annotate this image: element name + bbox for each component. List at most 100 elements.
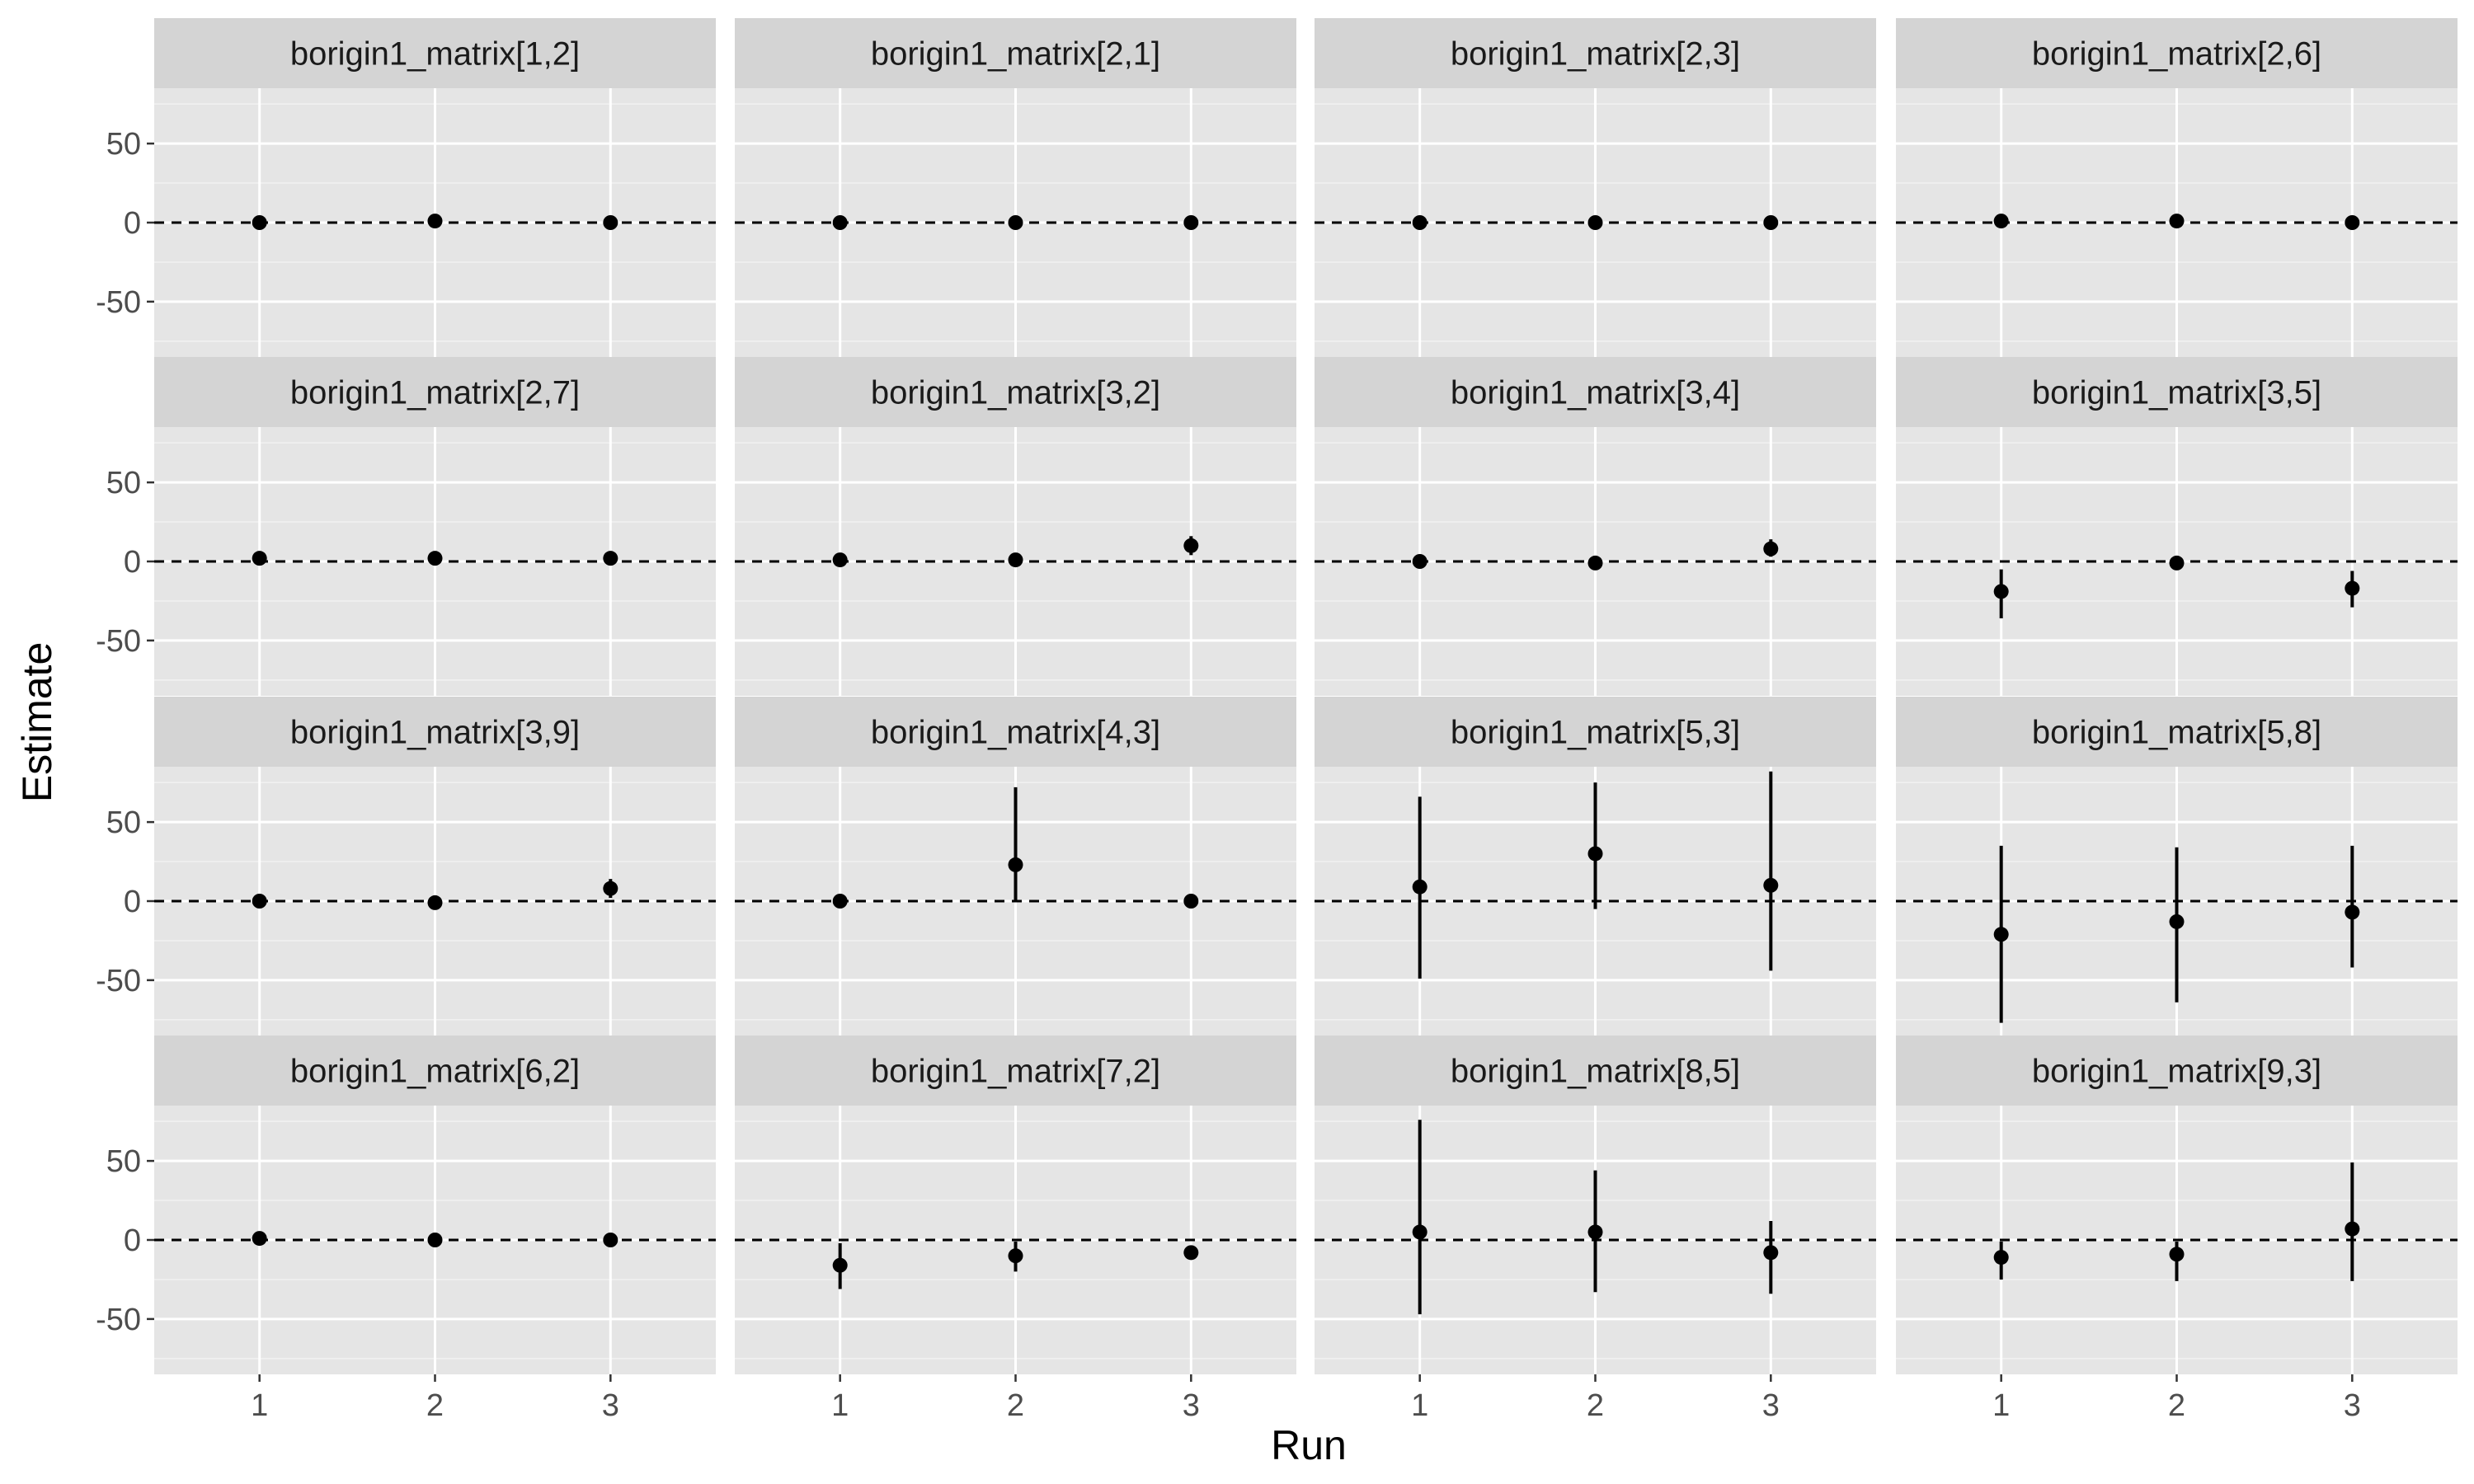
estimate-point bbox=[1993, 584, 2009, 599]
estimate-point bbox=[1183, 215, 1199, 230]
facet-strip-label: borigin1_matrix[2,1] bbox=[871, 36, 1160, 73]
estimate-point bbox=[603, 551, 618, 566]
facet-strip bbox=[1315, 357, 1876, 427]
estimate-point bbox=[2345, 904, 2360, 920]
estimate-point bbox=[832, 215, 848, 230]
facet-panel: borigin1_matrix[3,4] bbox=[1315, 357, 1876, 696]
y-tick-label: -50 bbox=[96, 624, 141, 659]
facet-strip bbox=[154, 1036, 716, 1106]
estimate-point bbox=[427, 895, 443, 910]
estimate-point bbox=[1008, 1248, 1023, 1264]
estimate-point bbox=[1763, 1245, 1779, 1261]
estimate-point bbox=[1412, 215, 1427, 230]
x-tick-label: 1 bbox=[831, 1388, 849, 1423]
y-tick-label: 0 bbox=[124, 206, 141, 241]
estimate-point bbox=[1183, 538, 1199, 553]
estimate-point bbox=[1763, 215, 1779, 230]
facet-panel: borigin1_matrix[8,5] 1 2 3 bbox=[1315, 1036, 1876, 1423]
estimate-point bbox=[2345, 580, 2360, 596]
facet-strip bbox=[154, 18, 716, 88]
estimate-point bbox=[1993, 927, 2009, 942]
y-tick-label: 50 bbox=[106, 805, 141, 840]
y-tick-label: -50 bbox=[96, 285, 141, 320]
facet-strip-label: borigin1_matrix[8,5] bbox=[1451, 1054, 1740, 1090]
x-tick-label: 3 bbox=[1762, 1388, 1780, 1423]
estimate-point bbox=[1412, 1224, 1427, 1240]
facet-strip bbox=[735, 18, 1296, 88]
facet-strip-label: borigin1_matrix[5,3] bbox=[1451, 715, 1740, 751]
x-tick-label: 2 bbox=[1007, 1388, 1024, 1423]
x-tick-label: 3 bbox=[1183, 1388, 1200, 1423]
estimate-point bbox=[1008, 552, 1023, 568]
estimate-point bbox=[1763, 541, 1779, 556]
facet-strip bbox=[1896, 1036, 2458, 1106]
y-tick-label: -50 bbox=[96, 1303, 141, 1337]
facet-panel: borigin1_matrix[9,3] 1 2 3 bbox=[1896, 1036, 2458, 1423]
estimate-point bbox=[2345, 1221, 2360, 1237]
estimate-point bbox=[1587, 215, 1603, 230]
estimate-point bbox=[252, 894, 267, 909]
facet-panel: borigin1_matrix[2,7] -50 0 50 bbox=[96, 357, 716, 696]
y-tick-label: 50 bbox=[106, 127, 141, 162]
facet-panel: borigin1_matrix[3,9] -50 0 50 bbox=[96, 697, 716, 1036]
facet-strip-label: borigin1_matrix[3,4] bbox=[1451, 375, 1740, 411]
estimate-point bbox=[427, 214, 443, 229]
facet-panel: borigin1_matrix[5,8] bbox=[1896, 697, 2458, 1036]
facet-strip bbox=[735, 697, 1296, 767]
facet-strip bbox=[154, 357, 716, 427]
x-tick-label: 3 bbox=[602, 1388, 619, 1423]
estimate-point bbox=[832, 894, 848, 909]
x-tick-label: 2 bbox=[2168, 1388, 2185, 1423]
facet-strip-label: borigin1_matrix[2,3] bbox=[1451, 36, 1740, 73]
x-tick-label: 2 bbox=[426, 1388, 444, 1423]
facet-panel: borigin1_matrix[6,2] -50 0 50 1 2 3 bbox=[96, 1036, 716, 1423]
y-tick-label: 0 bbox=[124, 545, 141, 580]
y-tick-label: 0 bbox=[124, 885, 141, 919]
estimate-point bbox=[832, 1257, 848, 1273]
facet-strip-label: borigin1_matrix[3,9] bbox=[290, 715, 580, 751]
estimate-point bbox=[603, 1233, 618, 1247]
facet-strip-label: borigin1_matrix[5,8] bbox=[2032, 715, 2321, 751]
estimate-point bbox=[1763, 877, 1779, 893]
facet-strip-label: borigin1_matrix[7,2] bbox=[871, 1054, 1160, 1090]
y-tick-label: 50 bbox=[106, 466, 141, 500]
facet-panel: borigin1_matrix[2,1] bbox=[735, 18, 1296, 357]
estimate-point bbox=[603, 881, 618, 896]
y-tick-label: -50 bbox=[96, 964, 141, 998]
estimate-point bbox=[1587, 846, 1603, 862]
facet-strip-label: borigin1_matrix[2,7] bbox=[290, 375, 580, 411]
facet-panel: borigin1_matrix[1,2] -50 0 50 bbox=[96, 18, 716, 357]
estimate-point bbox=[2169, 214, 2185, 229]
estimate-point bbox=[2169, 913, 2185, 929]
estimate-point bbox=[1412, 879, 1427, 895]
estimate-point bbox=[427, 551, 443, 566]
facet-panel: borigin1_matrix[7,2] 1 2 3 bbox=[735, 1036, 1296, 1423]
x-tick-label: 1 bbox=[1992, 1388, 2010, 1423]
estimate-point bbox=[252, 1231, 267, 1247]
facet-panel: borigin1_matrix[4,3] bbox=[735, 697, 1296, 1036]
estimate-point bbox=[1587, 1224, 1603, 1240]
estimate-point bbox=[1183, 1245, 1199, 1261]
facet-strip bbox=[1315, 697, 1876, 767]
x-tick-label: 2 bbox=[1587, 1388, 1604, 1423]
estimate-point bbox=[1412, 554, 1427, 569]
estimate-point bbox=[1183, 894, 1199, 909]
facet-panel: borigin1_matrix[2,6] bbox=[1896, 18, 2458, 357]
estimate-point bbox=[832, 552, 848, 568]
facet-strip bbox=[154, 697, 716, 767]
estimate-point bbox=[1993, 214, 2009, 229]
estimate-point bbox=[1587, 555, 1603, 571]
estimate-point bbox=[1008, 215, 1023, 230]
estimate-point bbox=[252, 215, 267, 230]
facet-strip bbox=[1315, 1036, 1876, 1106]
facet-strip bbox=[1896, 357, 2458, 427]
estimate-point bbox=[2169, 555, 2185, 571]
facet-strip-label: borigin1_matrix[6,2] bbox=[290, 1054, 580, 1090]
estimate-point bbox=[427, 1233, 443, 1247]
y-tick-label: 50 bbox=[106, 1144, 141, 1179]
estimate-point bbox=[1008, 857, 1023, 872]
facet-strip-label: borigin1_matrix[3,5] bbox=[2032, 375, 2321, 411]
facet-strip-label: borigin1_matrix[9,3] bbox=[2032, 1054, 2321, 1090]
facet-grid: borigin1_matrix[1,2]-50050borigin1_matri… bbox=[96, 18, 2458, 1423]
